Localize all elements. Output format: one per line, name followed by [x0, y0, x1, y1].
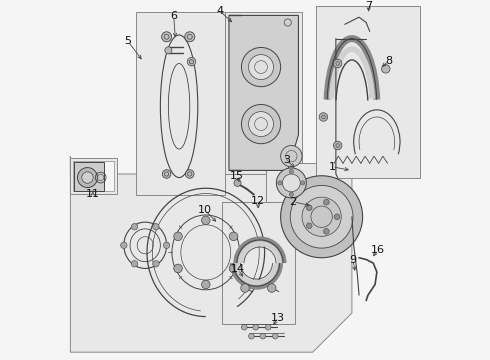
Circle shape	[333, 141, 342, 150]
Circle shape	[242, 104, 281, 144]
Circle shape	[278, 181, 282, 185]
Circle shape	[77, 167, 98, 188]
Circle shape	[248, 333, 254, 339]
Polygon shape	[229, 15, 298, 170]
Bar	[74, 162, 104, 191]
Text: 13: 13	[271, 312, 285, 323]
Bar	[267, 163, 316, 202]
Text: 3: 3	[284, 156, 291, 166]
Text: 8: 8	[385, 56, 392, 66]
Text: 11: 11	[86, 189, 100, 199]
Circle shape	[300, 181, 305, 185]
Text: 7: 7	[365, 1, 372, 12]
Circle shape	[268, 284, 276, 292]
Circle shape	[187, 58, 196, 66]
Circle shape	[185, 32, 195, 42]
Circle shape	[334, 214, 340, 220]
Circle shape	[174, 232, 182, 240]
Text: 6: 6	[170, 12, 177, 22]
Circle shape	[323, 199, 329, 205]
Circle shape	[306, 205, 312, 211]
Circle shape	[234, 179, 241, 186]
Circle shape	[281, 176, 363, 258]
Circle shape	[162, 32, 172, 42]
Circle shape	[162, 170, 171, 178]
Text: 4: 4	[217, 6, 223, 16]
Circle shape	[82, 172, 93, 183]
Ellipse shape	[169, 63, 190, 149]
Circle shape	[201, 216, 210, 225]
Bar	[136, 12, 225, 195]
Circle shape	[248, 55, 273, 80]
Circle shape	[306, 223, 312, 229]
Text: 9: 9	[349, 255, 357, 265]
Circle shape	[121, 242, 127, 248]
Circle shape	[131, 261, 138, 267]
Bar	[225, 12, 302, 174]
Circle shape	[272, 333, 278, 339]
Circle shape	[276, 168, 306, 198]
Circle shape	[253, 324, 259, 330]
Polygon shape	[71, 156, 352, 352]
Circle shape	[153, 224, 159, 230]
Text: 15: 15	[230, 171, 244, 181]
Circle shape	[282, 174, 300, 192]
Circle shape	[290, 185, 353, 248]
Text: 1: 1	[329, 162, 336, 172]
Circle shape	[242, 48, 281, 87]
Circle shape	[174, 264, 182, 273]
Circle shape	[242, 324, 247, 330]
Text: 16: 16	[370, 245, 385, 255]
Text: 10: 10	[198, 205, 212, 215]
Circle shape	[333, 59, 342, 68]
Circle shape	[201, 280, 210, 289]
Circle shape	[289, 169, 294, 174]
Circle shape	[323, 229, 329, 234]
Text: 2: 2	[290, 197, 296, 207]
Circle shape	[260, 333, 266, 339]
Circle shape	[302, 197, 341, 237]
Circle shape	[229, 264, 238, 273]
Bar	[73, 161, 114, 191]
Circle shape	[131, 224, 138, 230]
Circle shape	[229, 232, 238, 240]
Circle shape	[248, 112, 273, 136]
Bar	[316, 6, 419, 177]
Bar	[70, 158, 117, 194]
Text: 14: 14	[231, 265, 245, 274]
Circle shape	[319, 113, 328, 121]
Text: 5: 5	[124, 36, 132, 46]
Circle shape	[241, 284, 249, 292]
Circle shape	[265, 324, 271, 330]
Text: 12: 12	[251, 197, 265, 206]
Bar	[222, 202, 295, 324]
Circle shape	[153, 261, 159, 267]
Circle shape	[382, 64, 390, 73]
Circle shape	[186, 170, 194, 178]
Circle shape	[289, 192, 294, 197]
Circle shape	[281, 145, 302, 167]
Circle shape	[163, 242, 170, 248]
Circle shape	[165, 47, 172, 54]
